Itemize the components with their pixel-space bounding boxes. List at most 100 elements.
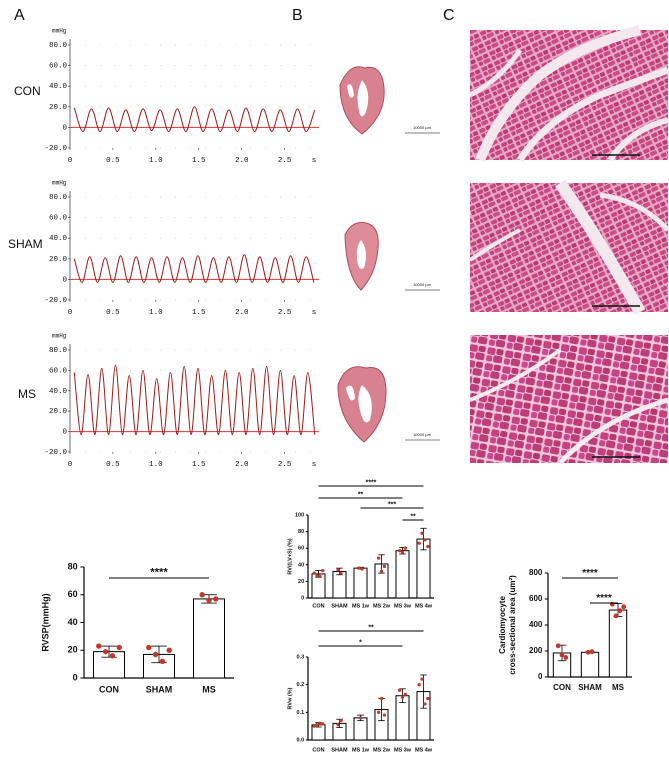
y-axis-label: RVSP(mmHg) [40, 593, 50, 651]
heart-section [344, 222, 379, 291]
y-tick-label: 0.2 [296, 682, 304, 688]
significance-label: ** [358, 492, 364, 499]
bar [332, 570, 347, 599]
data-point [166, 647, 172, 653]
data-point [420, 677, 424, 681]
data-point [379, 569, 384, 574]
y-tick-label: -20.0 [44, 145, 67, 153]
data-point [613, 613, 619, 619]
y-axis-label: RV/(LV+S) (%) [287, 538, 293, 574]
y-tick-label: 100 [295, 512, 304, 518]
y-tick-label: 80.0 [49, 347, 68, 355]
x-tick-label: CON [553, 683, 571, 692]
x-tick-label: 1.5 [192, 157, 206, 165]
x-tick-label: 2.5 [278, 461, 292, 469]
x-tick-label: 1.5 [192, 309, 206, 317]
y-tick-label: 0 [301, 595, 304, 601]
significance-label: **** [366, 480, 377, 487]
data-point [357, 566, 361, 570]
y-tick-label: 20.0 [49, 104, 68, 112]
data-point [423, 538, 427, 542]
data-point [312, 571, 316, 575]
x-tick-label: SHAM [146, 684, 173, 694]
significance-label: ** [410, 514, 416, 521]
y-tick-label: 0 [62, 429, 67, 437]
data-point [312, 724, 316, 728]
data-point [376, 556, 381, 560]
x-tick-label: MS 3w [394, 747, 412, 753]
data-point [382, 713, 387, 717]
y-tick-label: 0.3 [296, 654, 304, 660]
significance-label: **** [596, 593, 612, 604]
data-point [397, 688, 402, 692]
error-bar [420, 674, 427, 709]
x-tick-label: SHAM [578, 683, 602, 692]
data-point [426, 696, 430, 701]
y-tick-label: 800 [529, 568, 543, 577]
y-tick-label: 0.1 [296, 710, 304, 716]
x-tick-label: MS 4w [415, 747, 433, 753]
data-point [400, 695, 405, 699]
histology-image [468, 25, 669, 162]
y-tick-label: 200 [529, 646, 543, 655]
x-tick-label: 0.5 [106, 461, 120, 469]
y-tick-label: 0 [73, 672, 78, 682]
data-point [400, 550, 405, 554]
y-tick-label: 60 [298, 546, 304, 552]
y-tick-label: 40.0 [49, 388, 68, 396]
data-point [199, 592, 205, 598]
error-bar [420, 527, 427, 551]
histology-image [468, 179, 669, 315]
x-axis-label: s [312, 309, 317, 317]
data-point [315, 723, 319, 727]
y-tick-label: 80.0 [49, 194, 68, 202]
y-tick-label: 400 [529, 620, 543, 629]
row-label: CON [14, 84, 41, 98]
y-tick-label: 40 [68, 617, 78, 627]
data-point [96, 643, 102, 649]
pressure-trace [73, 106, 316, 133]
y-tick-label: 0 [62, 276, 67, 284]
x-tick-label: 0 [68, 309, 73, 317]
data-point [621, 604, 627, 610]
data-point [420, 531, 424, 535]
data-point [336, 568, 340, 572]
bar [353, 567, 368, 599]
x-tick-label: CON [312, 747, 324, 753]
data-point [360, 567, 364, 571]
x-tick-label: 2.5 [278, 157, 292, 165]
data-point [213, 596, 219, 602]
panel-label: A [14, 7, 25, 24]
x-tick-label: 2.0 [235, 157, 249, 165]
x-tick-label: 2.5 [278, 309, 292, 317]
data-point [585, 649, 591, 655]
y-unit: mmHg [52, 28, 67, 35]
panel-label: B [292, 7, 303, 24]
x-axis-label: s [312, 461, 317, 469]
data-point [206, 597, 212, 603]
heart-section [339, 66, 385, 135]
data-point [146, 644, 152, 651]
x-tick-label: 2.0 [235, 309, 249, 317]
data-point [116, 644, 122, 651]
data-point [379, 696, 384, 701]
data-point [617, 608, 623, 614]
significance-label: *** [388, 502, 396, 509]
x-tick-label: MS [202, 684, 216, 694]
x-tick-label: 1.0 [149, 461, 163, 469]
y-tick-label: 600 [529, 594, 543, 603]
bar [580, 651, 600, 678]
x-tick-label: SHAM [331, 603, 348, 609]
significance-label: * [359, 640, 362, 647]
bar [608, 609, 628, 678]
row-label: SHAM [8, 237, 43, 251]
x-tick-label: MS 2w [373, 603, 391, 609]
y-axis-label: cross-sectional area (um²) [508, 575, 517, 675]
x-tick-label: MS 4w [415, 603, 433, 609]
data-point [426, 544, 430, 549]
data-point [339, 718, 343, 723]
y-tick-label: 20.0 [49, 408, 68, 416]
row-label: MS [18, 387, 36, 401]
data-point [382, 564, 387, 569]
